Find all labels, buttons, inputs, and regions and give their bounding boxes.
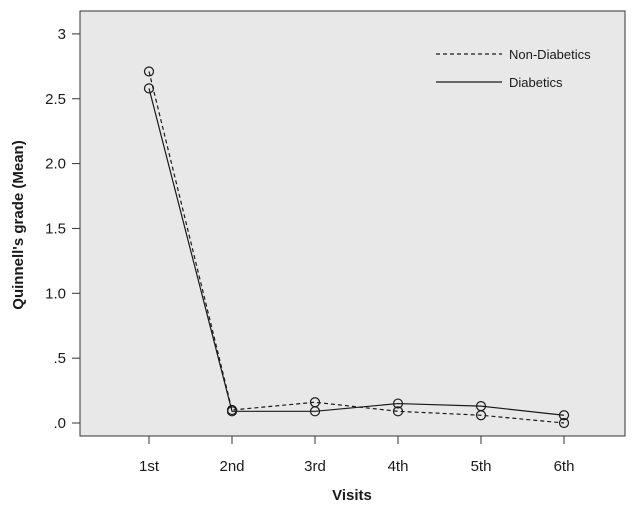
plot-area bbox=[79, 10, 626, 437]
y-tick-label: 3 bbox=[58, 26, 66, 43]
legend-label-diabetics: Diabetics bbox=[509, 75, 563, 90]
x-axis-title: Visits bbox=[332, 487, 372, 504]
legend: Non-Diabetics Diabetics bbox=[436, 47, 591, 90]
y-tick-label: .5 bbox=[53, 350, 66, 367]
data-point-diabetics bbox=[226, 406, 238, 417]
series-lines bbox=[148, 71, 565, 424]
data-point-diabetics bbox=[475, 401, 487, 412]
series-markers bbox=[143, 66, 570, 429]
y-tick-label: 2.0 bbox=[45, 156, 66, 173]
data-point-non-diabetics bbox=[558, 417, 570, 429]
x-tick-label: 4th bbox=[388, 458, 409, 475]
series-line-diabetics bbox=[148, 88, 565, 416]
x-axis: 1st 2nd 3rd 4th 5th 6th bbox=[139, 436, 574, 475]
y-axis-title: Quinnell's grade (Mean) bbox=[10, 140, 27, 309]
y-tick-label: 1.5 bbox=[45, 220, 66, 237]
data-point-diabetics bbox=[143, 83, 155, 94]
x-tick-label: 1st bbox=[139, 458, 160, 475]
legend-label-non-diabetics: Non-Diabetics bbox=[509, 47, 591, 62]
x-tick-label: 6th bbox=[554, 458, 575, 475]
y-tick-label: 1.0 bbox=[45, 285, 66, 302]
y-tick-label: 2.5 bbox=[45, 91, 66, 108]
x-tick-label: 5th bbox=[471, 458, 492, 475]
x-tick-label: 3rd bbox=[304, 458, 326, 475]
data-point-diabetics bbox=[309, 406, 321, 417]
series-line-non-diabetics bbox=[148, 71, 565, 424]
data-point-diabetics bbox=[558, 410, 570, 421]
y-tick-label: .0 bbox=[53, 415, 66, 432]
x-tick-label: 2nd bbox=[219, 458, 244, 475]
y-axis: .0 .5 1.0 1.5 2.0 2.5 3 bbox=[45, 26, 80, 432]
data-point-non-diabetics bbox=[143, 66, 155, 77]
data-point-diabetics bbox=[392, 398, 404, 409]
data-point-non-diabetics bbox=[392, 406, 404, 417]
